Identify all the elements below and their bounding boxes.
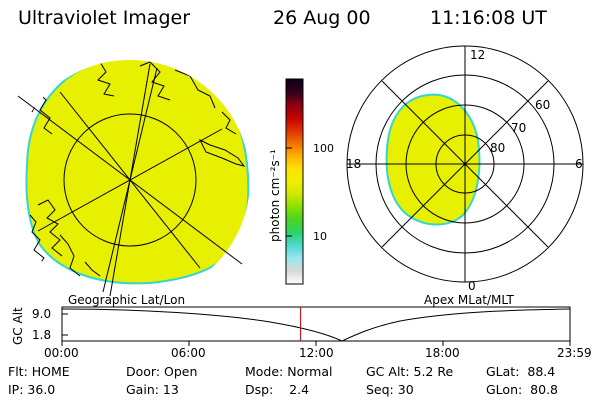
mlat-label-60: 60	[535, 98, 550, 112]
info-mode: Mode: Normal	[245, 364, 333, 379]
mlt-label-0: 0	[468, 279, 476, 293]
timeline-xtick-1800: 18:00	[425, 346, 460, 360]
geo-latitude-ring	[63, 113, 197, 247]
info-glat: GLat: 88.4	[486, 364, 556, 379]
timeline-xtick-0000: 00:00	[44, 346, 79, 360]
instrument-title: Ultraviolet Imager	[18, 7, 191, 29]
info-seq: Seq: 30	[366, 382, 414, 397]
image-time: 11:16:08 UT	[430, 7, 547, 29]
mlt-diagonal-2	[381, 80, 549, 248]
mlt-label-6: 6	[575, 157, 583, 171]
info-glon: GLon: 80.8	[486, 382, 558, 397]
colorbar-label-100: 100	[313, 142, 334, 155]
mlat-mlt-panel: 12 18 6 0 60 70 80	[346, 45, 584, 293]
timeline-axis-title: GC Alt	[11, 307, 25, 345]
geographic-panel	[17, 60, 250, 297]
timeline-ytick-1-8: 1.8	[32, 328, 51, 342]
geo-meridian-5	[17, 95, 243, 265]
timeline-xtick-0600: 06:00	[171, 346, 206, 360]
timeline-xtick-2359: 23:59	[557, 346, 592, 360]
info-flight: Flt: HOME	[8, 364, 70, 379]
colorbar-units: photon cm⁻²s⁻¹	[268, 149, 282, 242]
mlt-caption: Apex MLat/MLT	[424, 293, 514, 307]
mlat-label-70: 70	[511, 121, 526, 135]
mlt-label-12: 12	[470, 48, 485, 62]
altitude-curve	[61, 308, 571, 342]
timeline-frame	[61, 306, 571, 342]
colorbar-label-10: 10	[313, 230, 327, 243]
altitude-timeline: 9.0 1.8 GC Alt 00:00 06:00 12:00 18:00 2…	[11, 306, 592, 360]
info-gain: Gain: 13	[126, 382, 179, 397]
aurora-geo-region	[25, 60, 250, 285]
geo-grid	[17, 63, 243, 297]
timeline-ytick-9: 9.0	[32, 307, 51, 321]
colorbar-scale	[285, 78, 304, 285]
info-door: Door: Open	[126, 364, 198, 379]
info-gc-alt: GC Alt: 5.2 Re	[366, 364, 454, 379]
mlat-label-80: 80	[490, 141, 505, 155]
timeline-xtick-1200: 12:00	[299, 346, 334, 360]
mlt-label-18: 18	[346, 157, 361, 171]
mlt-grid	[346, 45, 584, 283]
info-ip: IP: 36.0	[8, 382, 56, 397]
colorbar: 100 10 photon cm⁻²s⁻¹	[268, 78, 334, 285]
geographic-caption: Geographic Lat/Lon	[68, 293, 185, 307]
info-dsp: Dsp: 2.4	[245, 382, 310, 397]
image-date: 26 Aug 00	[273, 7, 371, 29]
